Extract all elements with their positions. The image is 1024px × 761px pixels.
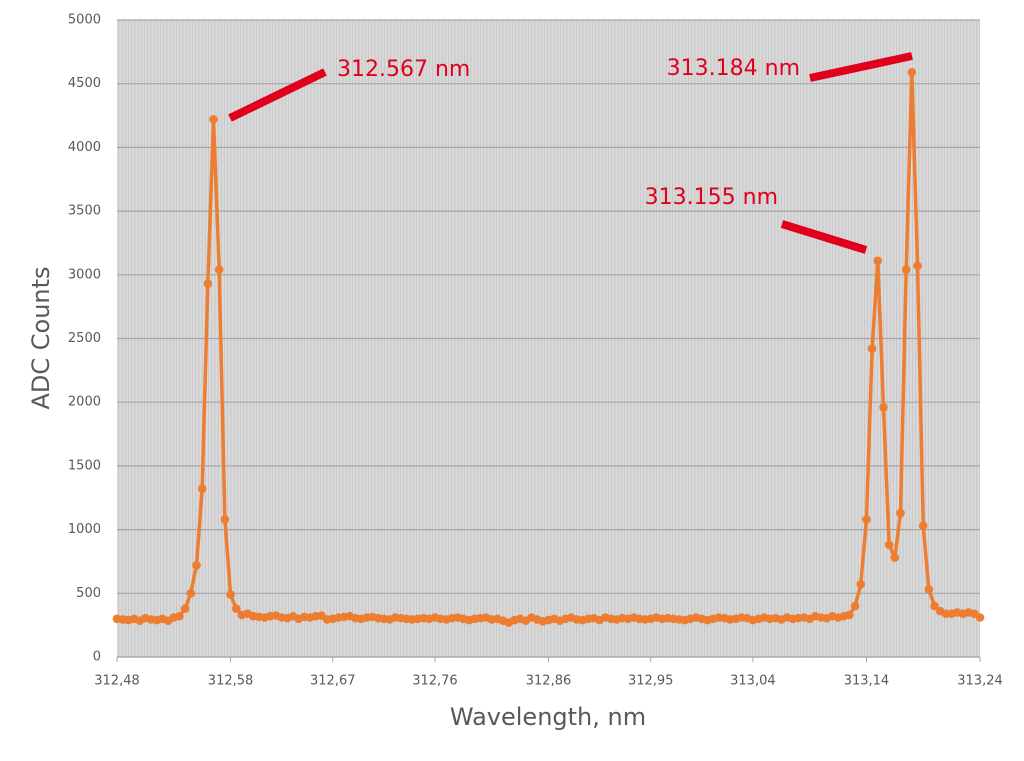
grid [116,19,981,662]
data-point [180,604,190,613]
data-point [845,610,854,620]
data-point [907,67,917,77]
data-point [918,521,928,531]
data-point [226,590,235,599]
data-point [862,515,871,524]
y-tick-label: 1000 [68,522,101,537]
data-point [220,515,230,524]
x-tick-label: 312,58 [208,674,254,689]
data-point [975,613,985,622]
y-tick-label: 2000 [68,395,101,410]
data-point [884,540,894,550]
x-tick-label: 312,67 [310,674,356,689]
annotation: 312.567 nm [337,57,470,82]
y-tick-label: 1500 [68,458,101,473]
y-axis-title: ADC Counts [27,266,55,409]
data-point [873,256,883,266]
data-point [913,261,922,271]
annotation: 313.184 nm [667,56,800,81]
data-point [214,265,224,275]
annotation: 313.155 nm [645,185,778,210]
y-tick-label: 4000 [68,140,101,155]
data-point [924,585,934,594]
data-point [197,484,207,494]
x-tick-label: 312,48 [94,674,140,689]
x-axis-title: Wavelength, nm [450,703,646,731]
data-point [896,508,905,518]
data-point [192,560,201,570]
x-tick-label: 313,24 [957,674,1003,689]
data-point [209,115,218,124]
y-tick-label: 2500 [68,331,101,346]
data-point [175,611,184,621]
data-point [203,279,213,289]
data-point [930,601,939,611]
y-tick-label: 500 [76,586,101,601]
y-tick-label: 0 [93,650,101,665]
annotation-pointer [809,52,913,82]
y-tick-label: 4500 [68,76,101,91]
annotation-pointer [780,220,868,254]
x-tick-label: 312,95 [628,674,674,689]
data-point [856,580,866,589]
x-tick-label: 312,76 [412,674,458,689]
data-point [186,589,196,598]
y-tick-label: 3500 [68,204,101,219]
x-tick-label: 313,04 [730,674,776,689]
data-point [231,604,241,613]
y-tick-label: 5000 [68,13,101,28]
annotation-pointer [228,68,327,122]
data-point [879,402,888,412]
x-tick-label: 313,14 [844,674,890,689]
x-tick-label: 312,86 [526,674,572,689]
data-point [901,265,911,275]
y-tick-label: 3000 [68,267,101,282]
marks [112,67,985,627]
data-point [867,344,877,353]
data-point [850,601,860,611]
data-point [890,553,900,562]
